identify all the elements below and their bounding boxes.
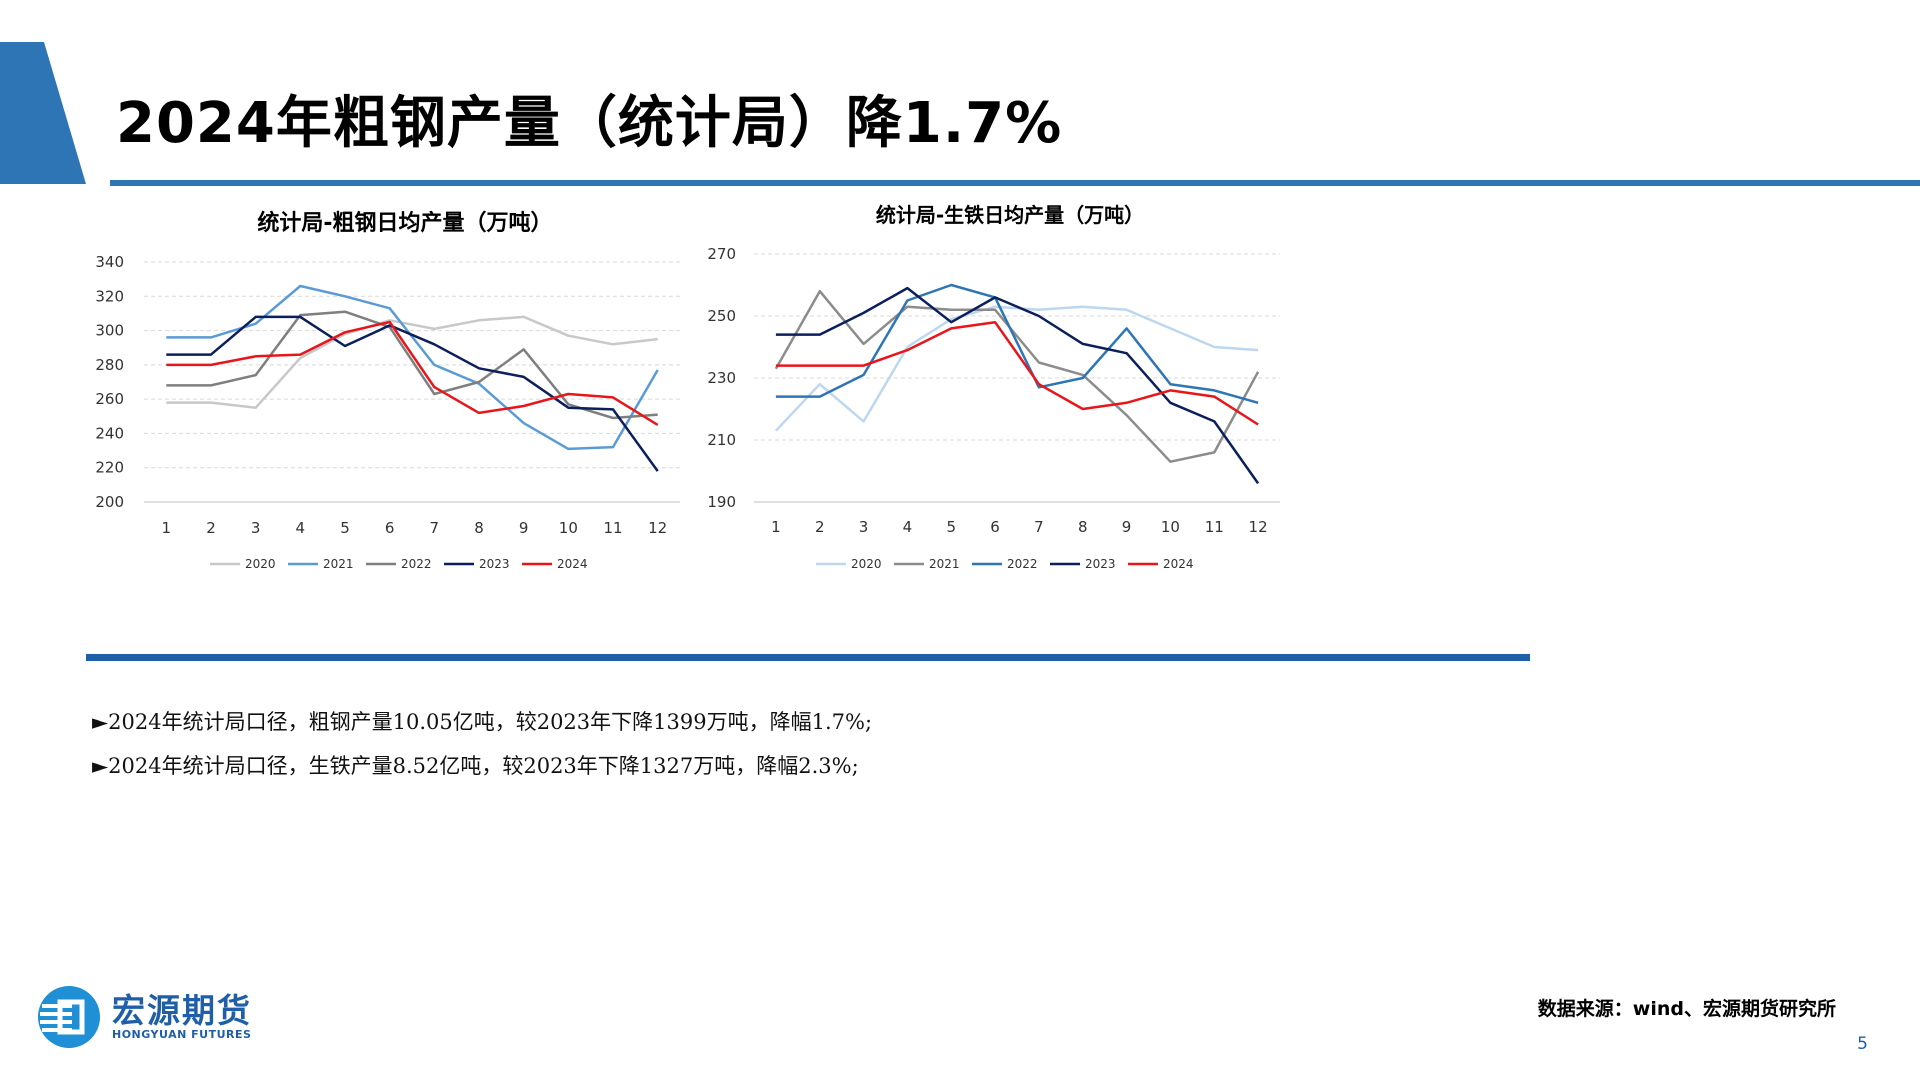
x-tick-label: 12 (1249, 518, 1268, 536)
series-line-2022 (166, 310, 658, 420)
y-tick-label: 300 (95, 322, 124, 340)
chart-title: 统计局-生铁日均产量（万吨） (876, 203, 1144, 227)
y-tick-label: 280 (95, 356, 124, 374)
legend-label-2020: 2020 (245, 557, 276, 571)
y-tick-label: 250 (707, 307, 736, 325)
y-tick-label: 340 (95, 253, 124, 271)
x-tick-label: 8 (474, 519, 484, 537)
series-line-2023 (166, 315, 659, 472)
x-tick-label: 9 (1122, 518, 1132, 536)
x-tick-label: 3 (251, 519, 261, 537)
y-tick-label: 210 (707, 431, 736, 449)
series-line-2024 (775, 320, 1259, 426)
legend-label-2024: 2024 (1163, 557, 1194, 571)
x-tick-label: 11 (1205, 518, 1224, 536)
x-tick-label: 3 (859, 518, 869, 536)
y-tick-label: 220 (95, 459, 124, 477)
x-tick-label: 7 (1034, 518, 1044, 536)
page-title: 2024年粗钢产量（统计局）降1.7% (116, 91, 1063, 156)
x-tick-label: 8 (1078, 518, 1088, 536)
y-tick-label: 270 (707, 245, 736, 263)
legend-label-2020: 2020 (851, 557, 882, 571)
chart-crude-steel: 统计局-粗钢日均产量（万吨） 200 220 240 260 280 300 320 340 1 2… (80, 200, 700, 590)
page-number: 5 (1857, 1034, 1868, 1054)
y-tick-label: 230 (707, 369, 736, 387)
x-tick-label: 10 (559, 519, 578, 537)
x-tick-label: 12 (648, 519, 667, 537)
x-tick-label: 7 (430, 519, 440, 537)
x-tick-label: 4 (903, 518, 913, 536)
legend-label-2021: 2021 (323, 557, 354, 571)
y-tick-label: 200 (95, 493, 124, 511)
x-tick-label: 1 (771, 518, 781, 536)
series-line-2020 (774, 305, 1259, 432)
x-tick-label: 2 (815, 518, 825, 536)
chart-pig-iron: 统计局-生铁日均产量（万吨） 190 210 230 250 270 1 2 3 4 5 6 7 8 9 10… (700, 196, 1300, 590)
logo-english-name: HONGYUAN FUTURES (112, 1028, 252, 1041)
y-tick-label: 320 (95, 287, 124, 305)
company-logo: 宏源期货 HONGYUAN FUTURES (36, 984, 266, 1050)
x-tick-label: 10 (1161, 518, 1180, 536)
x-tick-label: 9 (519, 519, 529, 537)
series-line-2022 (775, 283, 1259, 405)
series-line-2024 (166, 320, 659, 426)
x-tick-label: 5 (946, 518, 956, 536)
logo-chinese-name: 宏源期货 (112, 991, 252, 1030)
legend-label-2024: 2024 (557, 557, 588, 571)
x-tick-label: 6 (990, 518, 1000, 536)
legend-label-2022: 2022 (1007, 557, 1038, 571)
x-tick-label: 4 (296, 519, 306, 537)
bullet-list: ►2024年统计局口径，粗钢产量10.05亿吨，较2023年下降1399万吨，降… (92, 700, 872, 788)
series-line-2020 (166, 315, 658, 409)
x-tick-label: 5 (340, 519, 350, 537)
legend-label-2023: 2023 (1085, 557, 1116, 571)
y-tick-label: 260 (95, 390, 124, 408)
corner-decoration (0, 42, 86, 184)
header-rule (110, 180, 1920, 186)
series-line-2023 (775, 286, 1260, 485)
section-divider (86, 654, 1530, 661)
data-source: 数据来源：wind、宏源期货研究所 (1537, 998, 1836, 1020)
legend-label-2023: 2023 (479, 557, 510, 571)
x-tick-label: 11 (603, 519, 622, 537)
y-tick-label: 240 (95, 424, 124, 442)
series-line-2021 (774, 289, 1260, 463)
y-tick-label: 190 (707, 493, 736, 511)
x-tick-label: 2 (206, 519, 216, 537)
bullet-crude-steel: ►2024年统计局口径，粗钢产量10.05亿吨，较2023年下降1399万吨，降… (92, 710, 873, 734)
legend-label-2021: 2021 (929, 557, 960, 571)
x-tick-label: 6 (385, 519, 395, 537)
bullet-pig-iron: ►2024年统计局口径，生铁产量8.52亿吨，较2023年下降1327万吨，降幅… (92, 754, 859, 778)
logo-mark-icon (38, 986, 100, 1048)
series-line-2021 (166, 284, 659, 451)
legend-label-2022: 2022 (401, 557, 432, 571)
x-tick-label: 1 (162, 519, 172, 537)
chart-title: 统计局-粗钢日均产量（万吨） (257, 210, 552, 236)
